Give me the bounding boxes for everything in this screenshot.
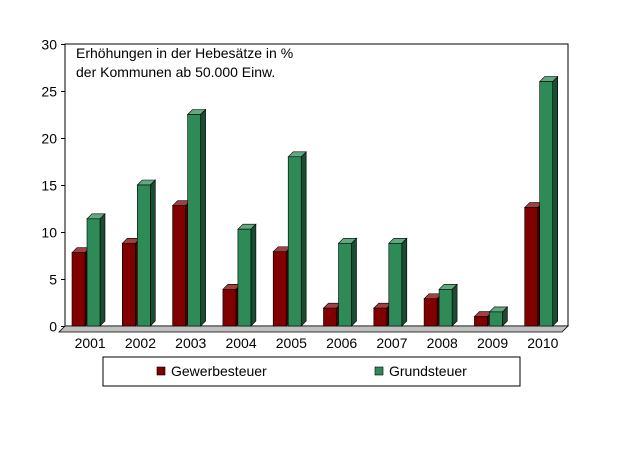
y-axis-ticks: 0 5 10 15 20 25 30 bbox=[41, 37, 65, 335]
x-tick-label: 2003 bbox=[175, 335, 206, 351]
bar-grundsteuer-2003 bbox=[187, 114, 201, 327]
legend-label: Grundsteuer bbox=[389, 363, 467, 379]
bar-gewerbesteuer-2006 bbox=[323, 307, 337, 327]
bar-grundsteuer-2002 bbox=[137, 184, 151, 327]
x-tick-label: 2005 bbox=[276, 335, 307, 351]
bar-side bbox=[99, 213, 106, 327]
y-tick-label: 20 bbox=[41, 131, 57, 147]
bar-gewerbesteuer-2010 bbox=[524, 207, 539, 327]
bar-side bbox=[300, 151, 307, 327]
y-tick-label: 30 bbox=[41, 37, 57, 53]
bar-grundsteuer-2009 bbox=[489, 311, 503, 327]
bar-gewerbesteuer-2005 bbox=[272, 251, 287, 327]
chart-annotation: Erhöhungen in der Hebesätze in % der Komm… bbox=[76, 45, 293, 80]
x-axis-ticks: 2001 2002 2003 2004 2005 2006 2007 2008 2009 2010 bbox=[75, 335, 559, 351]
bar-side bbox=[200, 108, 206, 327]
bar-grundsteuer-2008 bbox=[438, 289, 453, 327]
bar-grundsteuer-2007 bbox=[388, 242, 403, 327]
y-tick-label: 5 bbox=[49, 272, 57, 288]
bar-grundsteuer-2006 bbox=[338, 242, 352, 327]
bar-side bbox=[451, 283, 458, 327]
legend-box bbox=[102, 356, 521, 387]
x-tick-label: 2007 bbox=[376, 335, 407, 351]
bar-gewerbesteuer-2007 bbox=[373, 307, 388, 327]
bar-side bbox=[401, 237, 408, 327]
annotation-line: Erhöhungen in der Hebesätze in % bbox=[76, 45, 293, 61]
x-tick-label: 2008 bbox=[427, 335, 458, 351]
legend-swatch bbox=[156, 366, 166, 376]
annotation-line: der Kommunen ab 50.000 Einw. bbox=[76, 64, 275, 80]
x-tick-label: 2009 bbox=[477, 335, 508, 351]
bar-grundsteuer-2005 bbox=[287, 156, 302, 327]
y-tick-label: 0 bbox=[49, 319, 57, 335]
legend-swatch bbox=[374, 366, 384, 376]
y-tick-label: 10 bbox=[41, 225, 57, 241]
y-tick-label: 15 bbox=[41, 178, 57, 194]
bar-grundsteuer-2010 bbox=[539, 81, 554, 327]
bar-side bbox=[250, 223, 257, 327]
x-tick-label: 2010 bbox=[527, 335, 558, 351]
bar-grundsteuer-2004 bbox=[237, 228, 252, 327]
bar-gewerbesteuer-2004 bbox=[222, 289, 237, 327]
bar-gewerbesteuer-2002 bbox=[122, 242, 136, 327]
x-tick-label: 2002 bbox=[125, 335, 156, 351]
bar-gewerbesteuer-2009 bbox=[474, 316, 488, 327]
bar-side bbox=[351, 237, 357, 327]
legend-label: Gewerbesteuer bbox=[171, 363, 267, 379]
bar-gewerbesteuer-2001 bbox=[71, 252, 86, 327]
bar-gewerbesteuer-2008 bbox=[423, 298, 438, 327]
bars bbox=[71, 75, 559, 327]
x-tick-label: 2006 bbox=[326, 335, 357, 351]
chart-floor bbox=[58, 325, 569, 333]
legend: Gewerbesteuer Grundsteuer bbox=[102, 356, 521, 387]
bar-side bbox=[552, 75, 559, 327]
x-tick-label: 2001 bbox=[75, 335, 106, 351]
y-tick-label: 25 bbox=[41, 84, 57, 100]
bar-side bbox=[150, 179, 156, 327]
bar-grundsteuer-2001 bbox=[86, 218, 101, 327]
bar-gewerbesteuer-2003 bbox=[172, 205, 186, 327]
x-tick-label: 2004 bbox=[225, 335, 256, 351]
